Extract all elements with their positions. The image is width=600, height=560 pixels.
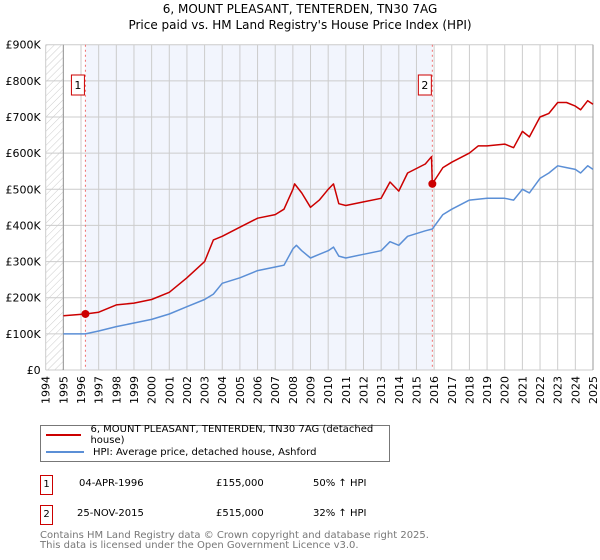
x-tick-label: 2008 [287,376,300,404]
footer-line: This data is licensed under the Open Gov… [40,540,359,551]
x-tick-label: 2013 [375,376,388,404]
y-tick-label: £0 [27,364,41,377]
x-tick-label: 1996 [75,376,88,404]
sale-point [428,179,437,188]
x-tick-label: 2015 [410,376,423,404]
x-tick-label: 2004 [216,376,229,404]
x-tick-label: 2019 [481,376,494,404]
footer-line: Contains HM Land Registry data © Crown c… [40,530,429,541]
series-line-property [63,99,594,317]
y-tick-label: £300K [5,256,41,269]
x-tick-label: 2010 [322,376,335,404]
y-tick-label: £900K [5,39,41,52]
sale-point [81,309,90,318]
x-tick-label: 2011 [340,376,353,404]
annotation-label: 2 [421,79,428,92]
legend-label: HPI: Average price, detached house, Ashf… [93,446,317,458]
chart-svg: 6, MOUNT PLEASANT, TENTERDEN, TN30 7AG P… [5,2,600,404]
transaction-hpi: 50% ↑ HPI [313,478,367,489]
annotation-badge [70,74,85,96]
x-tick-label: 2014 [393,376,406,404]
x-tick-label: 2000 [146,376,159,404]
x-tick-label: 2020 [499,376,512,404]
x-tick-label: 2006 [252,376,265,404]
x-tick-label: 2016 [428,376,441,404]
transaction-hpi: 32% ↑ HPI [313,508,367,519]
annotation-badge [417,74,432,96]
transaction-row: 2 25-NOV-2015 £515,000 32% ↑ HPI [40,505,440,525]
x-tick-label: 2024 [569,376,582,404]
y-tick-label: £800K [5,75,41,88]
x-tick-label: 2017 [446,376,459,404]
legend-label: 6, MOUNT PLEASANT, TENTERDEN, TN30 7AG (… [90,424,374,446]
legend-swatch-blue [46,451,84,453]
transaction-badge: 1 [40,475,53,495]
annotation-label: 1 [74,79,81,92]
transaction-badge: 2 [40,505,53,525]
transaction-date: 25-NOV-2015 [77,508,144,519]
legend: 6, MOUNT PLEASANT, TENTERDEN, TN30 7AG (… [40,424,390,462]
legend-item-hpi: HPI: Average price, detached house, Ashf… [41,444,316,460]
chart-title: 6, MOUNT PLEASANT, TENTERDEN, TN30 7AG [163,2,438,16]
x-tick-label: 2002 [181,376,194,404]
shaded-period [85,44,433,370]
y-tick-label: £500K [5,183,41,196]
x-tick-label: 2025 [587,376,600,404]
x-tick-label: 1999 [128,376,141,404]
transaction-row: 1 04-APR-1996 £155,000 50% ↑ HPI [40,475,440,495]
x-tick-label: 1997 [93,376,106,404]
y-tick-label: £200K [5,292,41,305]
y-tick-label: £600K [5,147,41,160]
x-tick-label: 2001 [163,376,176,404]
x-tick-label: 2022 [534,376,547,404]
transaction-price: £515,000 [216,508,264,519]
footer: Contains HM Land Registry data © Crown c… [40,531,429,551]
x-tick-label: 2012 [357,376,370,404]
x-tick-label: 1995 [57,376,70,404]
legend-swatch-red [46,434,82,436]
y-tick-label: £100K [5,328,41,341]
series-line-hpi [63,165,594,335]
x-tick-label: 2003 [199,376,212,404]
x-tick-label: 2021 [516,376,529,404]
transaction-date: 04-APR-1996 [79,478,144,489]
x-tick-label: 1994 [40,376,53,404]
transaction-price: £155,000 [216,478,264,489]
x-tick-label: 2007 [269,376,282,404]
y-tick-label: £400K [5,219,41,232]
hatched-no-data-region [45,44,64,370]
y-tick-label: £700K [5,111,41,124]
chart-subtitle: Price paid vs. HM Land Registry's House … [128,18,471,32]
x-tick-label: 2023 [552,376,565,404]
x-tick-label: 2009 [305,376,318,404]
x-tick-label: 2018 [463,376,476,404]
x-tick-label: 1998 [110,376,123,404]
x-tick-label: 2005 [234,376,247,404]
legend-item-property: 6, MOUNT PLEASANT, TENTERDEN, TN30 7AG (… [41,424,389,446]
